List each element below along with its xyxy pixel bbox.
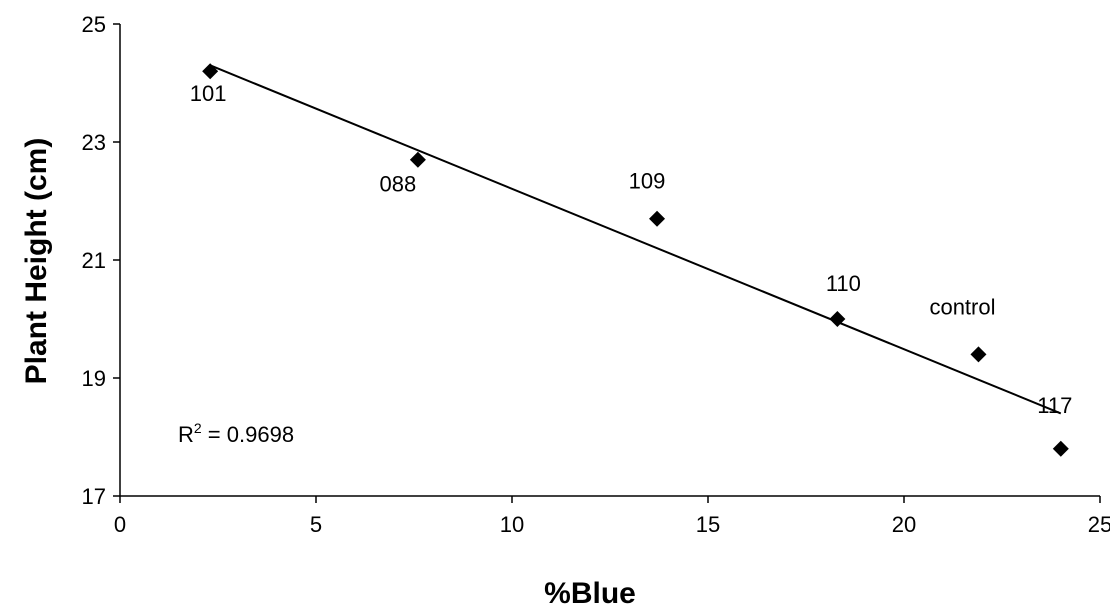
data-point-marker [829,311,846,327]
data-point-marker [202,63,219,80]
data-point-label: 117 [1037,393,1072,418]
data-point-marker [649,210,666,227]
data-point-label: 101 [190,81,227,106]
x-tick-label: 5 [310,512,322,537]
x-tick-label: 20 [892,512,916,537]
data-point-label: 088 [380,172,417,197]
x-ticks: 0 5 10 15 20 25 [114,496,1110,537]
data-points [202,63,1069,457]
y-tick-label: 17 [82,484,106,509]
data-point-label: 110 [826,271,861,296]
y-tick-label: 21 [82,248,106,273]
x-tick-label: 15 [696,512,720,537]
y-tick-label: 23 [82,130,106,155]
y-ticks: 17 19 21 23 25 [82,12,120,509]
trendline [209,64,1062,415]
x-tick-label: 25 [1088,512,1110,537]
y-tick-label: 25 [82,12,106,37]
data-point-marker [409,151,426,168]
x-tick-label: 10 [500,512,524,537]
y-axis-title: Plant Height (cm) [20,138,53,385]
x-axis-title: %Blue [544,577,636,610]
r-squared-label: R2 = 0.9698 [178,420,294,447]
data-point-label: control [929,294,995,319]
point-labels: 101 088 109 110 control 117 [190,81,1073,418]
data-point-marker [970,346,987,363]
y-tick-label: 19 [82,366,106,391]
data-point-label: 109 [629,169,666,194]
x-tick-label: 0 [114,512,126,537]
data-point-marker [1052,440,1069,457]
